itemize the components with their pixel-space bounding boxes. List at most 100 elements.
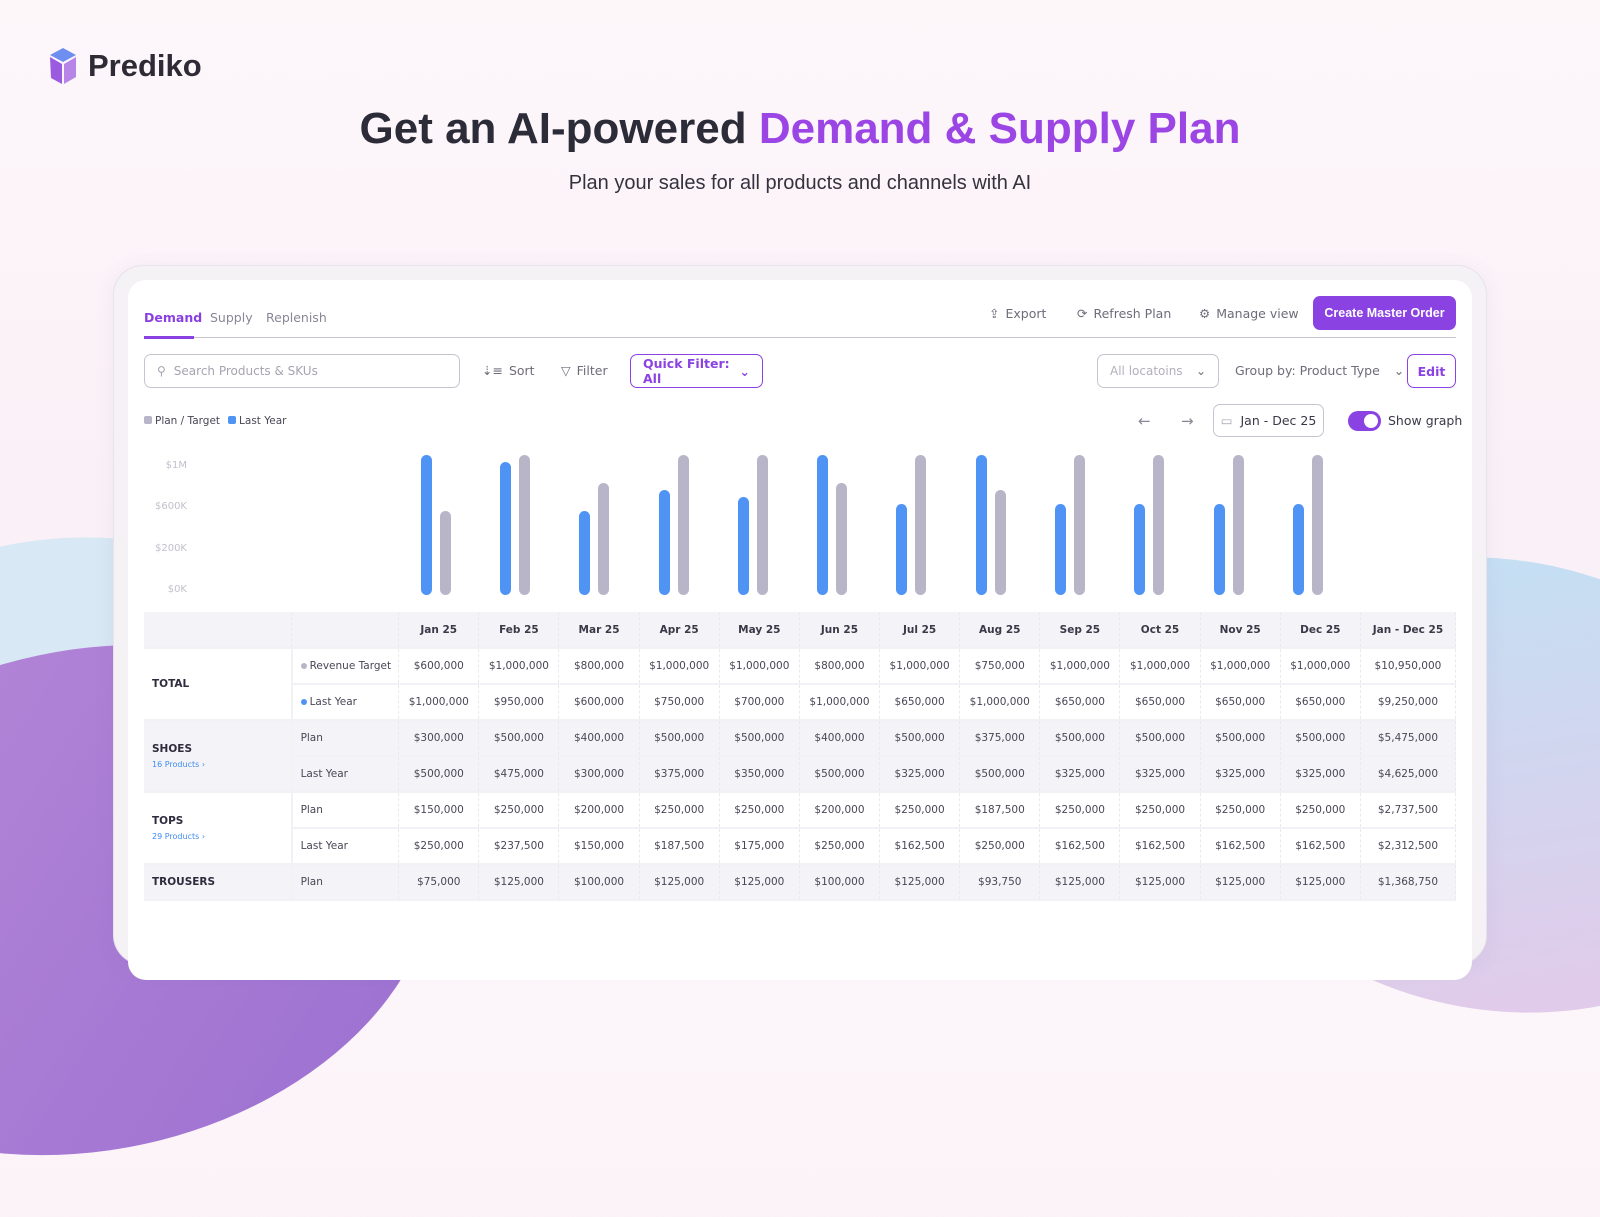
value-cell[interactable]: $1,000,000 <box>719 648 800 685</box>
value-cell[interactable]: $125,000 <box>1200 864 1281 901</box>
value-cell[interactable]: $700,000 <box>719 684 800 721</box>
value-cell[interactable]: $4,625,000 <box>1360 756 1457 793</box>
value-cell[interactable]: $162,500 <box>1119 828 1201 865</box>
tab-supply[interactable]: Supply <box>210 310 253 325</box>
value-cell[interactable]: $250,000 <box>879 792 961 829</box>
value-cell[interactable]: $1,000,000 <box>1280 648 1361 685</box>
value-cell[interactable]: $375,000 <box>639 756 720 793</box>
value-cell[interactable]: $325,000 <box>1200 756 1281 793</box>
value-cell[interactable]: $250,000 <box>398 828 480 865</box>
value-cell[interactable]: $500,000 <box>1280 720 1361 757</box>
value-cell[interactable]: $93,750 <box>959 864 1041 901</box>
sort-button[interactable]: ⇣≡ Sort <box>482 363 535 378</box>
value-cell[interactable]: $162,500 <box>1039 828 1121 865</box>
value-cell[interactable]: $1,000,000 <box>478 648 560 685</box>
value-cell[interactable]: $1,000,000 <box>959 684 1041 721</box>
value-cell[interactable]: $2,737,500 <box>1360 792 1457 829</box>
value-cell[interactable]: $150,000 <box>398 792 480 829</box>
value-cell[interactable]: $187,500 <box>959 792 1041 829</box>
value-cell[interactable]: $500,000 <box>1039 720 1121 757</box>
value-cell[interactable]: $162,500 <box>1200 828 1281 865</box>
value-cell[interactable]: $650,000 <box>1119 684 1201 721</box>
value-cell[interactable]: $500,000 <box>1119 720 1201 757</box>
value-cell[interactable]: $350,000 <box>719 756 800 793</box>
value-cell[interactable]: $250,000 <box>1280 792 1361 829</box>
value-cell[interactable]: $1,000,000 <box>639 648 720 685</box>
value-cell[interactable]: $800,000 <box>558 648 640 685</box>
group-by-dropdown[interactable]: Group by: Product Type ⌄ <box>1235 363 1404 378</box>
manage-view-button[interactable]: ⚙ Manage view <box>1199 306 1299 321</box>
value-cell[interactable]: $9,250,000 <box>1360 684 1457 721</box>
value-cell[interactable]: $125,000 <box>478 864 560 901</box>
tab-replenish[interactable]: Replenish <box>266 310 327 325</box>
date-range-picker[interactable]: ▭ Jan - Dec 25 <box>1213 404 1324 437</box>
value-cell[interactable]: $250,000 <box>1039 792 1121 829</box>
value-cell[interactable]: $1,368,750 <box>1360 864 1457 901</box>
value-cell[interactable]: $475,000 <box>478 756 560 793</box>
quick-filter-dropdown[interactable]: Quick Filter: All ⌄ <box>630 354 763 388</box>
value-cell[interactable]: $200,000 <box>558 792 640 829</box>
value-cell[interactable]: $10,950,000 <box>1360 648 1457 685</box>
value-cell[interactable]: $325,000 <box>1280 756 1361 793</box>
value-cell[interactable]: $750,000 <box>959 648 1041 685</box>
value-cell[interactable]: $650,000 <box>1039 684 1121 721</box>
value-cell[interactable]: $400,000 <box>799 720 881 757</box>
value-cell[interactable]: $500,000 <box>719 720 800 757</box>
value-cell[interactable]: $500,000 <box>799 756 881 793</box>
value-cell[interactable]: $250,000 <box>799 828 881 865</box>
value-cell[interactable]: $1,000,000 <box>1039 648 1121 685</box>
value-cell[interactable]: $100,000 <box>799 864 881 901</box>
value-cell[interactable]: $200,000 <box>799 792 881 829</box>
value-cell[interactable]: $650,000 <box>879 684 961 721</box>
value-cell[interactable]: $300,000 <box>558 756 640 793</box>
value-cell[interactable]: $500,000 <box>959 756 1041 793</box>
edit-button[interactable]: Edit <box>1407 354 1456 388</box>
value-cell[interactable]: $325,000 <box>1119 756 1201 793</box>
create-master-order-button[interactable]: Create Master Order <box>1313 296 1456 330</box>
value-cell[interactable]: $325,000 <box>1039 756 1121 793</box>
value-cell[interactable]: $650,000 <box>1200 684 1281 721</box>
value-cell[interactable]: $650,000 <box>1280 684 1361 721</box>
locations-dropdown[interactable]: All locatoins ⌄ <box>1097 354 1219 388</box>
value-cell[interactable]: $100,000 <box>558 864 640 901</box>
value-cell[interactable]: $125,000 <box>1280 864 1361 901</box>
value-cell[interactable]: $250,000 <box>1200 792 1281 829</box>
value-cell[interactable]: $150,000 <box>558 828 640 865</box>
value-cell[interactable]: $175,000 <box>719 828 800 865</box>
value-cell[interactable]: $162,500 <box>1280 828 1361 865</box>
value-cell[interactable]: $162,500 <box>879 828 961 865</box>
filter-button[interactable]: ▽ Filter <box>561 363 608 378</box>
value-cell[interactable]: $250,000 <box>719 792 800 829</box>
value-cell[interactable]: $125,000 <box>879 864 961 901</box>
value-cell[interactable]: $125,000 <box>1119 864 1201 901</box>
previous-period-arrow-icon[interactable]: ← <box>1138 412 1151 430</box>
value-cell[interactable]: $125,000 <box>1039 864 1121 901</box>
value-cell[interactable]: $500,000 <box>1200 720 1281 757</box>
value-cell[interactable]: $250,000 <box>1119 792 1201 829</box>
export-button[interactable]: ⇪ Export <box>989 306 1046 321</box>
tab-demand[interactable]: Demand <box>144 310 203 325</box>
value-cell[interactable]: $2,312,500 <box>1360 828 1457 865</box>
value-cell[interactable]: $75,000 <box>398 864 480 901</box>
value-cell[interactable]: $300,000 <box>398 720 480 757</box>
value-cell[interactable]: $1,000,000 <box>1200 648 1281 685</box>
value-cell[interactable]: $750,000 <box>639 684 720 721</box>
value-cell[interactable]: $500,000 <box>639 720 720 757</box>
value-cell[interactable]: $500,000 <box>398 756 480 793</box>
value-cell[interactable]: $500,000 <box>478 720 560 757</box>
value-cell[interactable]: $1,000,000 <box>799 684 881 721</box>
value-cell[interactable]: $237,500 <box>478 828 560 865</box>
value-cell[interactable]: $250,000 <box>639 792 720 829</box>
value-cell[interactable]: $600,000 <box>398 648 480 685</box>
value-cell[interactable]: $125,000 <box>719 864 800 901</box>
value-cell[interactable]: $5,475,000 <box>1360 720 1457 757</box>
value-cell[interactable]: $325,000 <box>879 756 961 793</box>
value-cell[interactable]: $125,000 <box>639 864 720 901</box>
value-cell[interactable]: $500,000 <box>879 720 961 757</box>
value-cell[interactable]: $375,000 <box>959 720 1041 757</box>
search-input[interactable]: ⚲ Search Products & SKUs <box>144 354 460 388</box>
next-period-arrow-icon[interactable]: → <box>1181 412 1194 430</box>
value-cell[interactable]: $1,000,000 <box>398 684 480 721</box>
refresh-plan-button[interactable]: ⟳ Refresh Plan <box>1077 306 1171 321</box>
value-cell[interactable]: $800,000 <box>799 648 881 685</box>
